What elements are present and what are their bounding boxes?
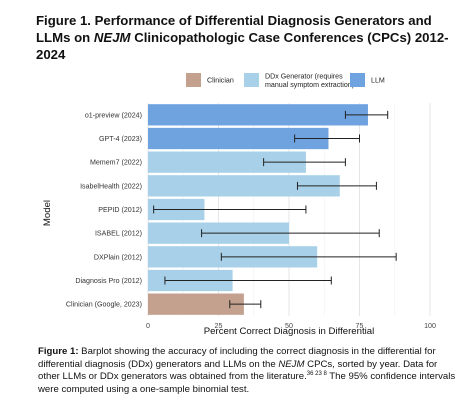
figure-title-suffix: Clinicopathologic Case Conferences (CPCs… [36, 30, 449, 62]
x-tick-label: 0 [146, 322, 150, 330]
figure-title: Figure 1. Performance of Differential Di… [36, 12, 456, 63]
legend-swatch-llm [350, 73, 365, 87]
y-tick-label: o1-preview (2024) [85, 111, 142, 119]
legend-label-ddx-generator-requir: DDx Generator (requires manual symptom ex… [265, 73, 354, 90]
bar-gpt-4-2023 [148, 127, 329, 150]
x-tick-label: 75 [356, 322, 364, 330]
caption-label: Figure 1: [38, 346, 79, 357]
legend-swatch-clinician [186, 73, 201, 87]
x-axis-title: Percent Correct Diagnosis in Differentia… [204, 326, 374, 337]
y-tick-label: IsabelHealth (2022) [80, 182, 142, 190]
y-tick-labels: o1-preview (2024) GPT-4 (2023) Memem7 (202… [66, 111, 142, 308]
y-tick-label: ISABEL (2012) [95, 230, 142, 238]
caption-journal: NEJM [278, 358, 305, 370]
y-tick-label: Memem7 (2022) [90, 159, 142, 167]
legend-swatch-ddx-generator-requir [244, 73, 259, 87]
chart-legend: Clinician DDx Generator (requires manual s… [186, 73, 385, 90]
x-tick-label: 100 [424, 322, 436, 330]
chart-svg: Clinician DDx Generator (requires manual s… [42, 73, 436, 338]
legend-label-clinician: Clinician [207, 77, 234, 85]
y-tick-label: Clinician (Google, 2023) [66, 301, 142, 309]
y-tick-label: Diagnosis Pro (2012) [75, 277, 142, 285]
y-tick-label: DXPlain (2012) [94, 253, 142, 261]
caption-text-3: The 95% confidence intervals were comput… [38, 371, 456, 395]
caption-refs: 36 23 8 [306, 370, 327, 377]
bar-clinician-google-2023 [148, 293, 244, 315]
figure-title-journal: NEJM [93, 30, 131, 45]
legend-label-llm: LLM [371, 77, 385, 85]
x-tick-label: 50 [285, 322, 293, 330]
bar-memem7-2022 [148, 151, 306, 173]
figure-title-prefix: Figure 1. Performance of Differential Di… [36, 13, 432, 45]
y-axis-title: Model [42, 200, 53, 226]
chart-error-bars [153, 110, 397, 309]
y-tick-label: GPT-4 (2023) [99, 135, 142, 143]
y-tick-label: PEPID (2012) [98, 206, 142, 214]
figure-caption: Figure 1: Barplot showing the accuracy o… [38, 346, 458, 396]
caption-text-1: Barplot showing the accuracy of includin… [38, 346, 436, 370]
bar-o1-preview-2024 [148, 104, 368, 126]
bar-isabelhealth-2022 [148, 175, 340, 197]
x-tick-labels: 0 25 50 75 100 [146, 322, 436, 330]
x-tick-label: 25 [215, 322, 223, 330]
caption-text-2: CPCs, sorted by year. Data for other LLM… [38, 358, 438, 383]
